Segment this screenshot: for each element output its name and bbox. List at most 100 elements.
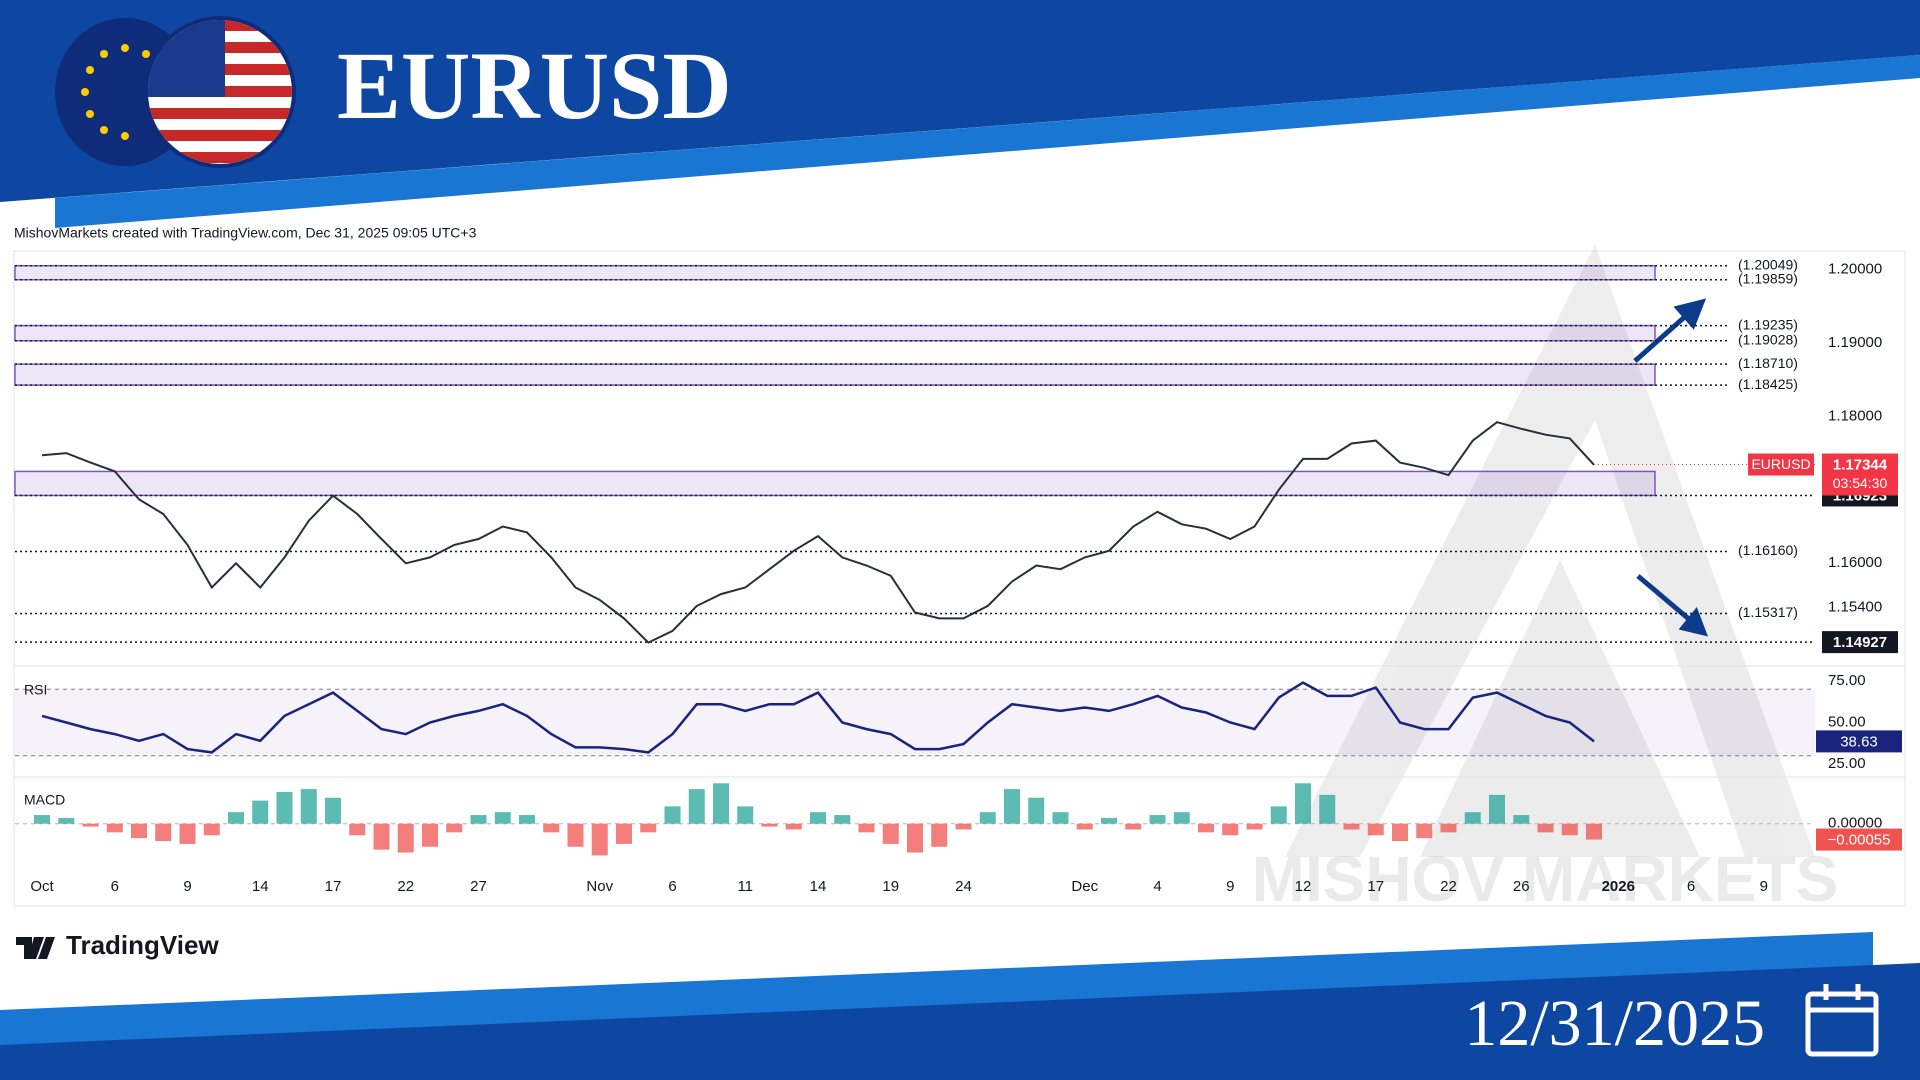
- us-flag: [148, 20, 292, 164]
- histogram-bar: [737, 806, 754, 824]
- level-label: (1.20049): [1738, 256, 1798, 272]
- x-tick-label: 22: [397, 878, 414, 895]
- x-tick-label: 12: [1295, 878, 1312, 895]
- level-label: (1.19028): [1738, 331, 1798, 347]
- histogram-bar: [591, 823, 608, 856]
- histogram-bar: [1270, 806, 1287, 824]
- histogram-bar: [1416, 823, 1433, 839]
- histogram-bar: [1586, 823, 1602, 840]
- y-tick-label: 0.00000: [1828, 815, 1882, 832]
- histogram-bar: [640, 823, 657, 833]
- x-tick-label: 4: [1153, 878, 1161, 895]
- histogram-bar: [1004, 789, 1020, 824]
- histogram-bar: [1101, 817, 1117, 824]
- tv-logo-text: TradingView: [66, 930, 219, 960]
- histogram-bar: [397, 823, 414, 853]
- rsi-band: [15, 689, 1815, 756]
- histogram-bar: [1076, 823, 1093, 830]
- histogram-bar: [155, 823, 172, 842]
- y-tick-label: 50.00: [1828, 713, 1866, 730]
- value-label-bg: [1816, 828, 1902, 851]
- calendar-icon: [1805, 984, 1879, 1057]
- zone: [14, 363, 1656, 386]
- histogram-bar: [931, 823, 948, 847]
- x-tick-label: 6: [1687, 878, 1695, 895]
- level-label: (1.19859): [1738, 270, 1798, 286]
- x-tick-label: 9: [1760, 878, 1768, 895]
- x-tick-label: 9: [1226, 878, 1234, 895]
- histogram-bar: [446, 823, 463, 833]
- histogram-bar: [1052, 812, 1069, 824]
- y-tick-label: 1.18000: [1828, 407, 1882, 424]
- arrows: [1633, 298, 1709, 637]
- x-tick-label: 14: [252, 878, 269, 895]
- zone: [14, 470, 1656, 497]
- chart-frame: [13, 250, 1906, 907]
- y-tick-label: 75.00: [1828, 672, 1866, 689]
- histogram-bar: [979, 812, 996, 824]
- histogram-bar: [1392, 823, 1408, 842]
- histogram-bar: [1537, 823, 1554, 833]
- histogram-bar: [1561, 823, 1578, 836]
- value-label-bg: [1816, 730, 1902, 753]
- x-tick-label: 19: [882, 878, 899, 895]
- level-label: 1.14927: [1833, 634, 1887, 651]
- x-tick-label: 17: [325, 878, 342, 895]
- indicator-line: [41, 681, 1595, 754]
- level-label: (1.18425): [1738, 376, 1798, 392]
- histogram-bar: [58, 817, 75, 824]
- level-label-bg: [1822, 631, 1898, 654]
- histogram-bar: [810, 812, 826, 824]
- histogram-bar: [300, 789, 317, 824]
- level-label: (1.16160): [1738, 542, 1798, 558]
- histogram-bar: [1198, 823, 1214, 833]
- y-tick-label: 1.19000: [1828, 334, 1882, 351]
- pane-title: RSI: [24, 682, 47, 698]
- zone: [14, 265, 1656, 281]
- histogram-bar: [1489, 794, 1505, 824]
- histogram-bar: [834, 815, 851, 824]
- histogram-bar: [252, 800, 269, 824]
- x-tick-label: 24: [955, 878, 972, 895]
- x-tick-label: Nov: [586, 878, 613, 895]
- histogram-bar: [276, 791, 293, 824]
- histogram-bar: [228, 812, 244, 824]
- watermark: MISHOV MARKETS: [1252, 843, 1839, 915]
- zone: [14, 324, 1656, 342]
- histogram-bar: [761, 823, 778, 827]
- value-label: 38.63: [1840, 733, 1878, 750]
- histogram-bar: [422, 823, 438, 847]
- x-tick-label: 6: [111, 878, 119, 895]
- pane-title: MACD: [24, 792, 65, 808]
- attribution: MishovMarkets created with TradingView.c…: [14, 225, 477, 241]
- bottom-banner: [0, 963, 1920, 1080]
- symbol-label: EURUSD: [1751, 456, 1810, 472]
- histogram-bar: [955, 823, 972, 830]
- histogram-bar: [106, 823, 123, 833]
- histogram-bar: [325, 797, 341, 824]
- price-label-bg: [1822, 453, 1898, 496]
- price-label: 1.17344: [1833, 456, 1888, 473]
- histogram-bar: [1513, 815, 1530, 824]
- countdown: 03:54:30: [1833, 475, 1888, 491]
- histogram-bar: [519, 815, 535, 824]
- bottom-strip: [0, 932, 1873, 1047]
- top-strip: [55, 55, 1920, 228]
- histogram-bar: [907, 823, 923, 853]
- histogram-bar: [494, 812, 511, 824]
- histogram-bar: [1343, 823, 1360, 830]
- y-tick-label: 25.00: [1828, 755, 1866, 772]
- x-tick-label: 22: [1440, 878, 1457, 895]
- histogram-bar: [664, 806, 681, 824]
- top-banner: [0, 0, 1920, 202]
- date: 12/31/2025: [1464, 987, 1765, 1060]
- y-tick-label: 1.15400: [1828, 598, 1882, 615]
- symbol-label-bg: [1748, 453, 1814, 476]
- histogram-bar: [567, 823, 584, 847]
- histogram-bar: [713, 783, 729, 824]
- histogram-bar: [1173, 812, 1190, 824]
- histogram-bar: [179, 823, 196, 844]
- level-label: (1.15317): [1738, 604, 1798, 620]
